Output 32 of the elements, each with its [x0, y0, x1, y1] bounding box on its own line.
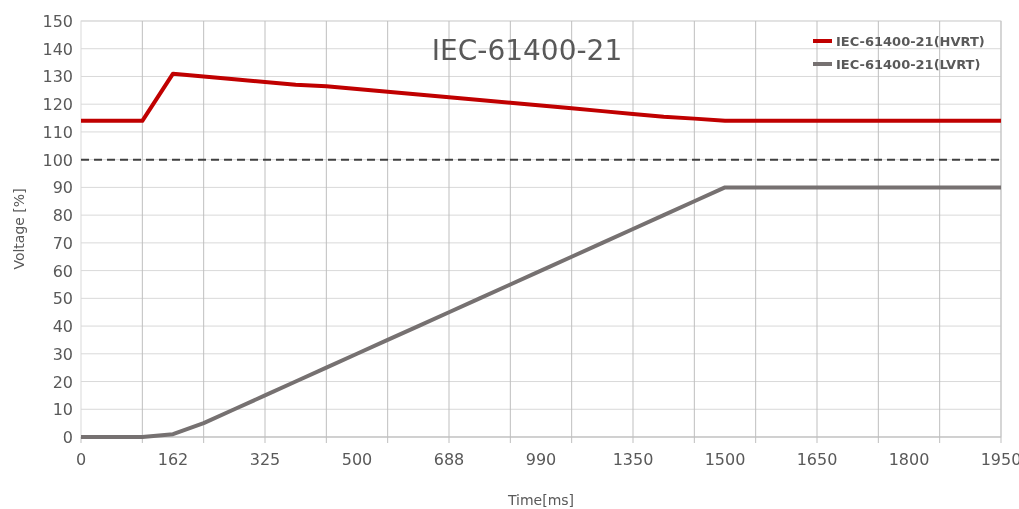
x-tick-label: 1800 — [888, 450, 930, 469]
legend-label: IEC-61400-21(HVRT) — [836, 34, 985, 49]
x-tick-label: 1650 — [796, 450, 838, 469]
x-axis-title: Time[ms] — [506, 492, 575, 508]
y-tick-label: 110 — [42, 122, 73, 142]
y-tick-label: 130 — [42, 67, 73, 87]
y-axis-title: Voltage [%] — [11, 188, 27, 270]
x-tick-label: 500 — [341, 450, 373, 469]
x-tick-label: 162 — [157, 450, 189, 469]
y-tick-label: 10 — [52, 400, 73, 420]
y-tick-label: 150 — [42, 12, 73, 31]
x-tick-label: 1500 — [704, 450, 746, 469]
y-tick-label: 50 — [52, 289, 73, 309]
line-series — [79, 71, 1003, 123]
y-tick-label: 120 — [42, 95, 73, 115]
y-tick-label: 140 — [42, 39, 73, 59]
y-tick-label: 20 — [52, 372, 73, 392]
y-tick-label: 40 — [52, 317, 73, 337]
x-tick-label: 0 — [75, 450, 87, 469]
legend-label: IEC-61400-21(LVRT) — [836, 57, 981, 72]
y-tick-label: 80 — [52, 206, 73, 226]
x-tick-label: 990 — [525, 450, 557, 469]
y-tick-label: 30 — [52, 344, 73, 364]
y-tick-label: 70 — [52, 233, 73, 253]
text: IEC-61400-21 — [431, 34, 623, 67]
y-tick-label: 90 — [52, 178, 73, 198]
y-tick-label: 0 — [62, 428, 73, 447]
x-tick-label: 688 — [433, 450, 465, 469]
x-tick-label: 1350 — [612, 450, 654, 469]
x-tick-label: 325 — [249, 450, 281, 469]
y-tick-label: 60 — [52, 261, 73, 281]
y-tick-label: 100 — [42, 150, 73, 170]
